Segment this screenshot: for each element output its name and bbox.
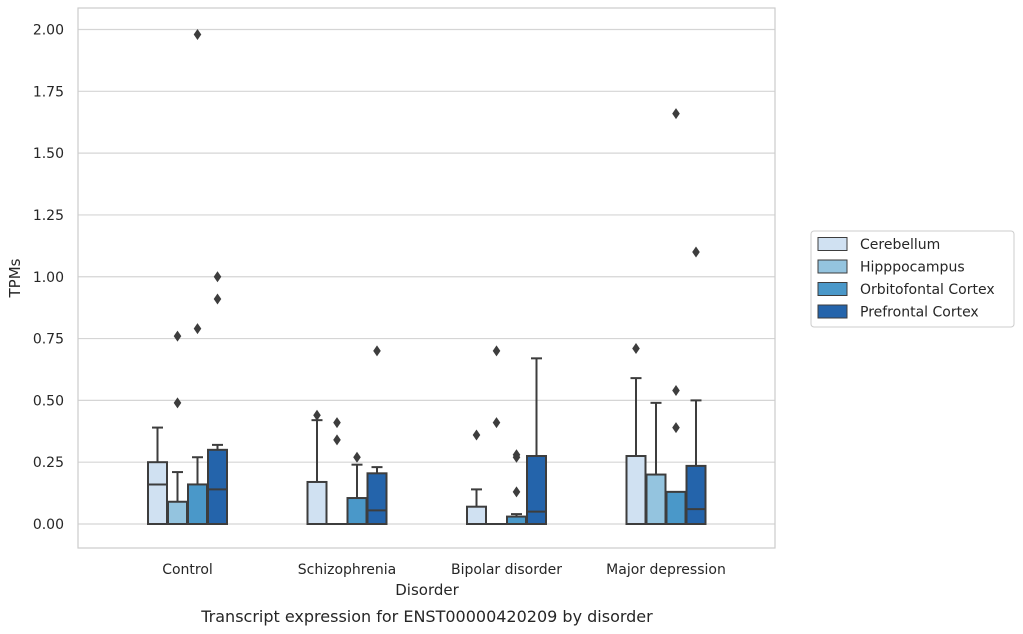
outlier-point — [193, 28, 202, 40]
box-prefrontal-cortex — [685, 246, 707, 525]
boxes-layer — [147, 28, 707, 526]
outlier-point — [492, 417, 501, 429]
outlier-point — [492, 345, 501, 357]
outlier-point — [333, 434, 341, 446]
grid-lines — [78, 28, 775, 525]
box-hipppocampus — [486, 345, 507, 526]
outlier-point — [333, 417, 341, 429]
box-cerebellum — [466, 429, 487, 526]
x-tick-label: Major depression — [606, 562, 726, 578]
outlier-point — [173, 397, 182, 409]
y-axis-label: TPMs — [6, 258, 24, 298]
box-body — [466, 505, 487, 526]
outlier-point — [213, 293, 222, 305]
x-tick-label: Control — [162, 562, 213, 578]
outlier-point — [193, 323, 202, 335]
outlier-point — [672, 422, 680, 434]
y-tick-label: 0.25 — [33, 455, 64, 471]
box-prefrontal-cortex — [366, 345, 388, 525]
y-tick-label: 1.25 — [33, 208, 64, 224]
box-prefrontal-cortex — [207, 271, 228, 526]
outlier-point — [472, 429, 481, 441]
outlier-point — [353, 451, 361, 463]
box-body — [147, 461, 168, 525]
box-orbitofontal-cortex — [346, 451, 368, 526]
box-body — [645, 473, 667, 525]
legend: Cerebellum Hipppocampus Orbitofontal Corte… — [810, 230, 1015, 328]
y-tick-label: 1.75 — [33, 84, 64, 100]
legend-label: Orbitofontal Cortex — [860, 282, 995, 298]
legend-swatch — [817, 259, 848, 274]
box-cerebellum — [306, 409, 328, 525]
box-body — [306, 480, 328, 525]
outlier-point — [373, 345, 381, 357]
x-tick-label: Schizophrenia — [298, 562, 396, 578]
outlier-point — [672, 384, 680, 396]
box-cerebellum — [625, 342, 647, 526]
box-orbitofontal-cortex — [506, 449, 527, 526]
outlier-point — [173, 330, 182, 342]
box-body — [207, 448, 228, 526]
legend-label: Cerebellum — [860, 237, 940, 253]
box-body — [665, 490, 687, 526]
box-body — [625, 455, 647, 526]
legend-frame — [810, 230, 1015, 328]
outlier-point — [313, 409, 321, 421]
legend-swatch — [817, 282, 848, 296]
plot-frame — [77, 7, 776, 549]
outlier-point — [512, 449, 521, 461]
outlier-point — [692, 246, 700, 258]
outlier-point — [512, 486, 521, 498]
y-tick-label: 0.75 — [33, 332, 64, 348]
legend-swatch — [817, 237, 848, 251]
y-axis-ticks: 0.00 0.25 0.50 0.75 1.00 1.25 1.50 1.75 2.00 — [33, 23, 64, 534]
y-tick-label: 1.50 — [33, 146, 64, 162]
y-tick-label: 0.50 — [33, 393, 64, 409]
legend-label: Hipppocampus — [860, 260, 965, 276]
y-tick-label: 2.00 — [33, 23, 64, 39]
x-axis-ticks: Control Schizophrenia Bipolar disorder Majo… — [162, 562, 726, 578]
box-hipppocampus — [167, 330, 188, 525]
outlier-point — [213, 271, 222, 283]
box-body — [346, 497, 368, 526]
box-cerebellum — [147, 426, 168, 525]
box-body — [526, 455, 547, 526]
box-body — [366, 472, 388, 525]
box-prefrontal-cortex — [526, 357, 547, 526]
box-hipppocampus — [645, 401, 667, 525]
box-body — [685, 464, 707, 525]
chart-caption: Transcript expression for ENST0000042020… — [200, 607, 653, 626]
x-tick-label: Bipolar disorder — [451, 562, 562, 578]
box-body — [187, 483, 208, 526]
box-body — [506, 515, 527, 526]
y-tick-label: 0.00 — [33, 517, 64, 533]
box-hipppocampus — [326, 417, 348, 526]
y-tick-label: 1.00 — [33, 270, 64, 286]
outlier-point — [632, 342, 640, 354]
outlier-point — [672, 108, 680, 120]
legend-label: Prefrontal Cortex — [860, 305, 979, 321]
legend-swatch — [817, 304, 848, 319]
box-body — [167, 500, 188, 525]
x-axis-label: Disorder — [395, 581, 459, 599]
